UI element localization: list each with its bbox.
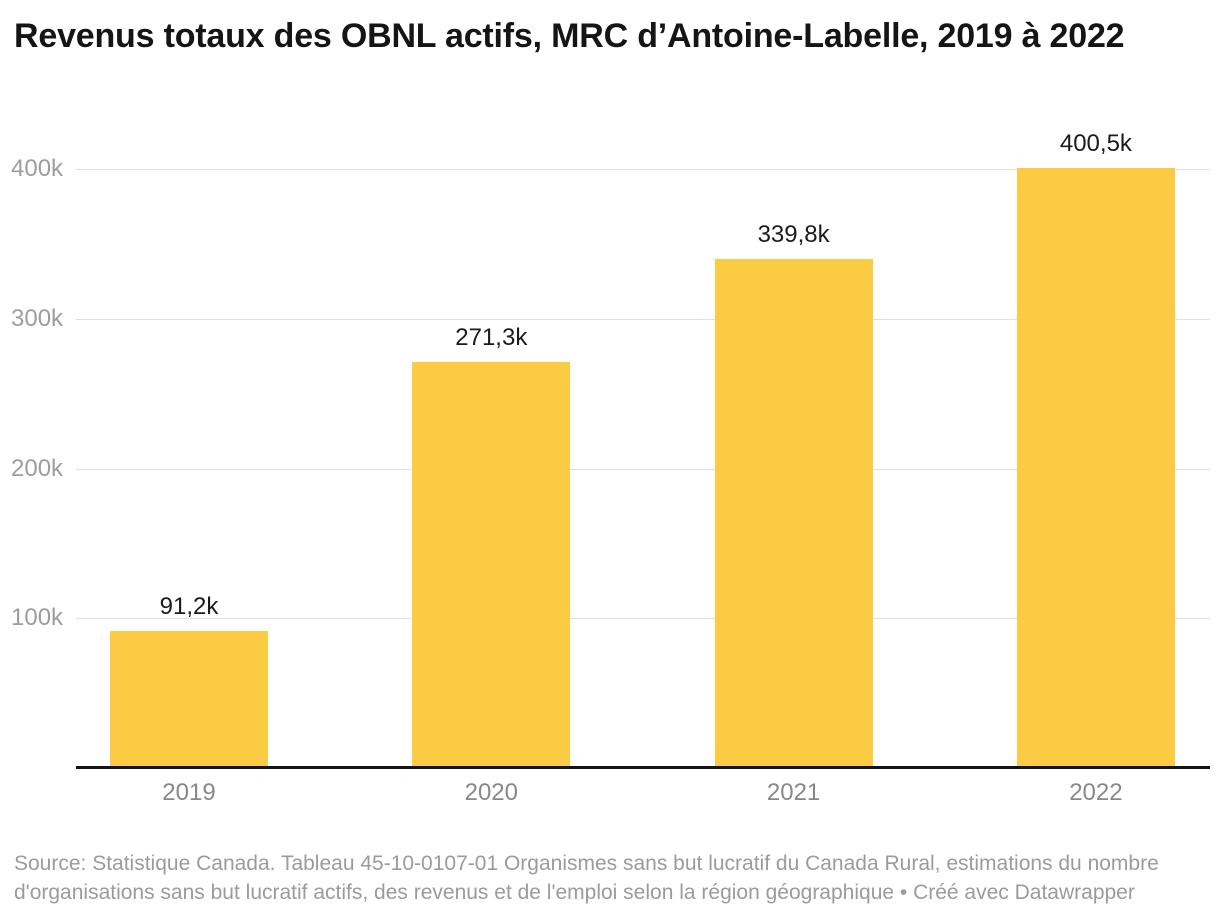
x-axis-label-2020: 2020 <box>464 779 518 806</box>
gridline-400k <box>76 169 1210 170</box>
chart-title: Revenus totaux des OBNL actifs, MRC d’An… <box>14 17 1125 55</box>
x-axis-label-2022: 2022 <box>1069 779 1123 806</box>
bar-value-label-2020: 271,3k <box>455 323 528 351</box>
bar-value-label-2022: 400,5k <box>1059 130 1132 158</box>
y-tick-label-400k: 400k <box>11 155 64 182</box>
bar-value-label-2019: 91,2k <box>159 593 219 621</box>
y-tick-label-100k: 100k <box>11 604 64 632</box>
gridline-200k <box>76 468 1210 470</box>
bar-2019 <box>110 631 268 768</box>
x-axis-label-2021: 2021 <box>766 779 821 806</box>
bar-2021 <box>714 259 873 768</box>
source-note: Source: Statistique Canada. Tableau 45-1… <box>14 852 1159 904</box>
gridline-300k <box>76 318 1210 320</box>
x-axis-line <box>76 766 1210 769</box>
bar-2020 <box>412 361 571 768</box>
gridline-100k <box>76 618 1210 620</box>
y-tick-label-300k: 300k <box>11 304 64 332</box>
bar-2022 <box>1016 168 1175 768</box>
bar-value-label-2021: 339,8k <box>757 221 830 249</box>
x-axis-label-2019: 2019 <box>162 779 216 806</box>
y-tick-label-200k: 200k <box>11 454 64 482</box>
